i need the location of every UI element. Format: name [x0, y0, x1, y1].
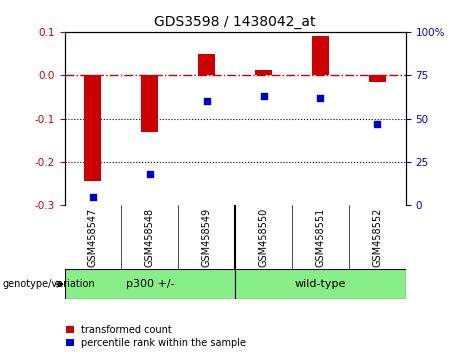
Point — [317, 95, 324, 101]
FancyBboxPatch shape — [65, 269, 235, 299]
Text: p300 +/-: p300 +/- — [125, 279, 174, 289]
Text: GSM458551: GSM458551 — [315, 207, 325, 267]
Text: GSM458548: GSM458548 — [145, 207, 155, 267]
Text: GSM458549: GSM458549 — [201, 207, 212, 267]
Title: GDS3598 / 1438042_at: GDS3598 / 1438042_at — [154, 16, 316, 29]
Text: GSM458547: GSM458547 — [88, 207, 98, 267]
Text: GSM458550: GSM458550 — [259, 207, 269, 267]
Bar — [369, 75, 386, 82]
Text: wild-type: wild-type — [295, 279, 346, 289]
Bar — [84, 75, 101, 182]
Point — [89, 194, 97, 200]
Text: GSM458552: GSM458552 — [372, 207, 382, 267]
Bar — [312, 36, 329, 75]
Bar — [198, 53, 215, 75]
Point — [260, 93, 267, 99]
Point — [203, 98, 210, 104]
Point — [373, 121, 381, 127]
Point — [146, 171, 154, 177]
Bar — [142, 75, 159, 132]
Legend: transformed count, percentile rank within the sample: transformed count, percentile rank withi… — [65, 324, 247, 349]
Text: genotype/variation: genotype/variation — [2, 279, 95, 289]
FancyBboxPatch shape — [235, 269, 406, 299]
Bar — [255, 70, 272, 75]
